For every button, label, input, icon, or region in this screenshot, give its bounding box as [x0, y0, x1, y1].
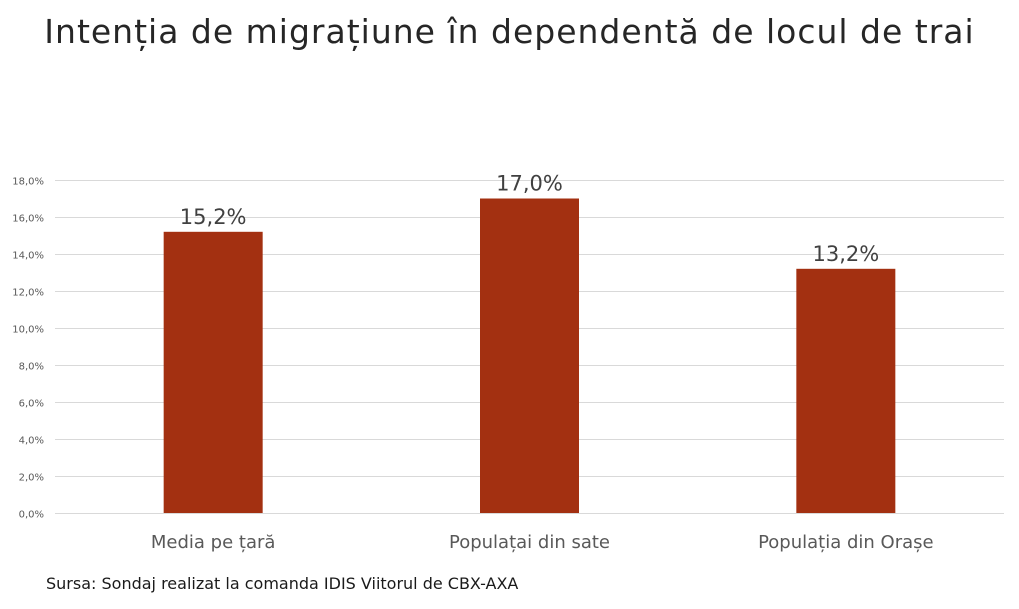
x-axis-tick-labels: Media pe țară Populațai din sate Populația… — [151, 532, 934, 553]
bars — [163, 198, 896, 514]
y-tick-label: 4,0% — [19, 436, 44, 447]
y-tick-label: 14,0% — [12, 251, 44, 262]
y-tick-label: 8,0% — [19, 362, 44, 373]
bar — [796, 268, 896, 513]
bar — [480, 198, 579, 513]
y-tick-label: 10,0% — [12, 325, 44, 336]
data-label: 17,0% — [496, 172, 563, 196]
bar-chart: 0,0% 2,0% 4,0% 6,0% 8,0% 10,0% 12,0% 14,0% 16,0%… — [12, 172, 1004, 553]
data-label: 15,2% — [180, 205, 247, 229]
y-tick-label: 6,0% — [19, 399, 44, 410]
source-note: Sursa: Sondaj realizat la comanda IDIS V… — [46, 574, 519, 593]
x-tick-label: Populația din Orașe — [758, 532, 934, 553]
y-tick-label: 16,0% — [12, 214, 44, 225]
x-tick-label: Populațai din sate — [449, 532, 610, 553]
y-axis-tick-labels: 0,0% 2,0% 4,0% 6,0% 8,0% 10,0% 12,0% 14,0% 16,0%… — [12, 177, 44, 521]
y-tick-label: 18,0% — [12, 177, 44, 188]
data-label: 13,2% — [812, 242, 879, 266]
x-tick-label: Media pe țară — [151, 532, 276, 553]
y-tick-label: 0,0% — [19, 510, 44, 521]
y-tick-label: 12,0% — [12, 288, 44, 299]
chart-title: Intenția de migrațiune în dependentă de … — [44, 12, 975, 51]
y-tick-label: 2,0% — [19, 473, 44, 484]
bar — [163, 231, 263, 514]
data-labels: 15,2% 17,0% 13,2% — [180, 172, 879, 266]
